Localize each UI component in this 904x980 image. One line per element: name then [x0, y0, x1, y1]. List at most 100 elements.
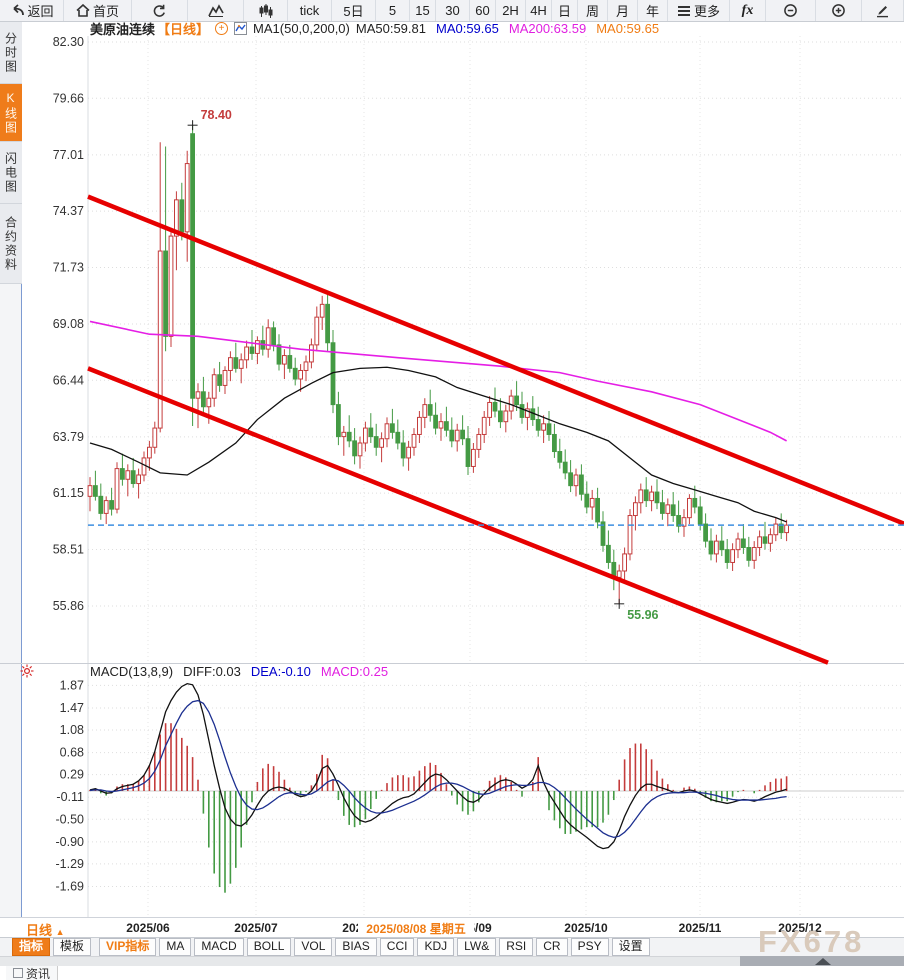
macd-value-1: DEA:-0.10 [250, 664, 311, 679]
back-icon [9, 4, 25, 17]
macd-axis-labels: 1.87 1.47 1.08 0.68 0.29 -0.11 -0.50 -0.90 -1.29… [56, 678, 85, 893]
period-5d-button[interactable]: 5日 [332, 0, 376, 21]
indicator-tab-MA[interactable]: MA [159, 938, 192, 956]
more-button[interactable]: 更多 [668, 0, 730, 21]
svg-text:55.86: 55.86 [53, 599, 84, 613]
svg-text:77.01: 77.01 [53, 148, 84, 162]
svg-text:-1.69: -1.69 [56, 879, 85, 893]
trendline-upper [87, 194, 904, 526]
line-chart-button[interactable] [188, 0, 244, 21]
period-day-button-label: 日 [557, 4, 571, 19]
news-icon [13, 968, 23, 978]
indicator-tab-CCI[interactable]: CCI [379, 938, 415, 956]
home-button[interactable]: 首页 [64, 0, 132, 21]
back-button-label: 返回 [27, 4, 54, 19]
svg-text:-0.11: -0.11 [56, 790, 84, 804]
indicator-tab-MACD[interactable]: MACD [194, 938, 244, 956]
period-60-button[interactable]: 60 [470, 0, 496, 21]
tab-lightning[interactable]: 闪电图 [0, 142, 22, 204]
period-15-button-label: 15 [415, 3, 430, 18]
indicator-tab-PSY[interactable]: PSY [570, 938, 609, 956]
period-week-button[interactable]: 周 [578, 0, 608, 21]
svg-text:-0.50: -0.50 [56, 812, 85, 826]
svg-text:1.08: 1.08 [60, 723, 84, 737]
x-axis-label-4: 2025/10 [564, 921, 608, 935]
refresh-button[interactable] [132, 0, 188, 21]
tab-kline[interactable]: K线图 [0, 84, 22, 142]
mini-chart-icon[interactable] [234, 22, 248, 35]
ma200-line [89, 320, 787, 442]
chart-title-row: 美原油连续 【日线】 + MA1(50,0,200,0) MA50:59.81 M… [90, 21, 659, 37]
horizontal-scrollbar[interactable] [0, 956, 904, 966]
menu-icon [677, 5, 691, 17]
symbol-name: 美原油连续 [90, 22, 156, 37]
back-button[interactable]: 返回 [0, 0, 64, 21]
macd-settings-icon[interactable] [20, 664, 34, 683]
fx-button-label: fx [741, 2, 754, 18]
indicator-tab-指标[interactable]: 指标 [12, 938, 51, 956]
tick-button[interactable]: tick [288, 0, 332, 21]
watermark: FX678 [758, 924, 865, 959]
collapse-handle-icon[interactable] [815, 958, 831, 965]
svg-text:69.08: 69.08 [53, 317, 84, 331]
svg-text:1.87: 1.87 [60, 678, 84, 692]
period-dropdown[interactable]: 日线 ▲ [26, 920, 65, 939]
period-dropdown-label: 日线 [26, 923, 53, 938]
zoom-out-button[interactable] [766, 0, 816, 21]
svg-text:58.51: 58.51 [53, 542, 84, 556]
svg-text:63.79: 63.79 [53, 430, 84, 444]
candle-chart-icon [259, 3, 273, 18]
indicator-tab-RSI[interactable]: RSI [499, 938, 534, 956]
indicator-tab-VIP指标[interactable]: VIP指标 [99, 938, 157, 956]
home-button-label: 首页 [92, 4, 119, 19]
indicator-tab-CR[interactable]: CR [536, 938, 568, 956]
svg-text:55.96: 55.96 [627, 608, 658, 622]
indicator-tab-设置[interactable]: 设置 [611, 938, 650, 956]
period-4h-button[interactable]: 4H [526, 0, 552, 21]
period-2h-button-label: 2H [502, 3, 519, 18]
candle-chart-button[interactable] [244, 0, 288, 21]
tick-button-label: tick [299, 3, 320, 18]
period-60-button-label: 60 [475, 3, 490, 18]
period-2h-button[interactable]: 2H [496, 0, 526, 21]
crosshair-date-label: 2025/08/08 星期五 [358, 920, 474, 937]
ma-value-2: MA200:63.59 [508, 21, 587, 36]
svg-text:-1.29: -1.29 [56, 857, 85, 871]
price-annotations: 78.40 55.96 [187, 108, 659, 622]
indicator-tab-KDJ[interactable]: KDJ [417, 938, 455, 956]
indicator-tab-VOL[interactable]: VOL [294, 938, 333, 956]
zoom-in-icon [831, 3, 846, 18]
macd-title: MACD(13,8,9) [90, 664, 174, 679]
price-macd-chart[interactable]: 82.30 79.66 77.01 74.37 71.73 69.08 66.44 63.79… [0, 0, 904, 956]
macd-values: DIFF:0.03 DEA:-0.10 MACD:0.25 [183, 664, 388, 679]
period-30-button[interactable]: 30 [436, 0, 470, 21]
news-tab-label: 资讯 [26, 966, 51, 980]
zoom-in-button[interactable] [816, 0, 862, 21]
indicator-tab-BIAS[interactable]: BIAS [335, 938, 377, 956]
macd-value-2: MACD:0.25 [320, 664, 389, 679]
add-indicator-icon[interactable]: + [215, 22, 229, 35]
line-chart-icon [207, 4, 224, 17]
ma-definition: MA1(50,0,200,0) [253, 21, 350, 36]
indicator-tab-模板[interactable]: 模板 [53, 938, 92, 956]
indicator-tab-LW&[interactable]: LW& [457, 938, 497, 956]
svg-text:0.68: 0.68 [60, 746, 84, 760]
news-tab[interactable]: 资讯 [6, 966, 59, 980]
period-month-button[interactable]: 月 [608, 0, 638, 21]
dea-line [89, 699, 787, 839]
period-day-button[interactable]: 日 [552, 0, 578, 21]
x-axis-label-6: 2025/12 [778, 921, 822, 935]
period-week-button-label: 周 [585, 4, 599, 19]
indicator-tab-bar: 指标 模板 VIP指标 MA MACD BOLL VOL BIAS CCI KDJ LW& RSI CR… [0, 937, 904, 956]
tab-time-share[interactable]: 分时图 [0, 22, 22, 84]
period-year-button[interactable]: 年 [638, 0, 668, 21]
svg-text:79.66: 79.66 [53, 91, 84, 105]
fx-button[interactable]: fx [730, 0, 766, 21]
period-15-button[interactable]: 15 [410, 0, 436, 21]
x-axis-label-5: 2025/11 [678, 921, 722, 935]
indicator-tab-BOLL[interactable]: BOLL [246, 938, 292, 956]
tab-contract-info[interactable]: 合约资料 [0, 204, 22, 284]
zoom-out-icon [783, 3, 798, 18]
diff-line [89, 682, 787, 850]
period-5-button[interactable]: 5 [376, 0, 410, 21]
